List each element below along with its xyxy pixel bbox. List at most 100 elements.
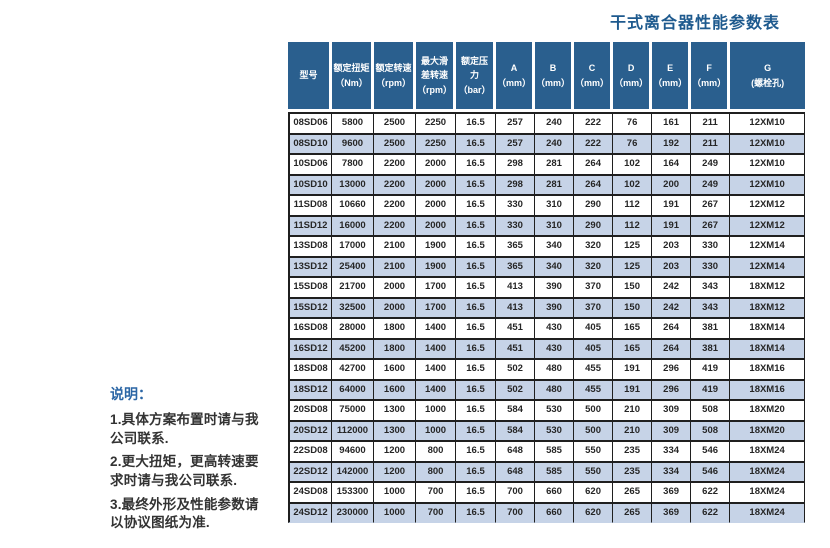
table-row: 15SD12 32500 2000 1700 16.5 413 390 370 150 242 34… xyxy=(288,298,806,319)
table-row: 18SD12 64000 1600 1400 16.5 502 480 455 191 296 41… xyxy=(288,380,806,401)
table-cell: 18XM20 xyxy=(730,401,806,422)
table-cell: 203 xyxy=(652,237,692,258)
table-cell: 191 xyxy=(652,216,692,237)
table-cell: 16SD08 xyxy=(288,319,332,340)
table-row: 22SD08 94600 1200 800 16.5 648 585 550 235 334 546… xyxy=(288,442,806,463)
note-item: 2.更大扭矩，更高转速要求时请与我公司联系. xyxy=(110,454,259,488)
note-item: 1.具体方案布置时请与我公司联系. xyxy=(110,412,259,446)
table-cell: 240 xyxy=(535,134,575,155)
table-cell: 42700 xyxy=(332,360,374,381)
table-cell: 1900 xyxy=(416,257,457,278)
table-cell: 125 xyxy=(613,257,653,278)
table-cell: 648 xyxy=(496,462,536,483)
table-cell: 700 xyxy=(416,503,457,523)
table-cell: 550 xyxy=(574,442,614,463)
table-cell: 1600 xyxy=(374,360,416,381)
table-cell: 16.5 xyxy=(456,483,497,504)
table-cell: 267 xyxy=(691,196,731,217)
table-cell: 7800 xyxy=(332,155,374,176)
table-cell: 480 xyxy=(535,360,575,381)
table-cell: 2200 xyxy=(374,155,416,176)
table-cell: 413 xyxy=(496,298,536,319)
table-cell: 1400 xyxy=(416,380,457,401)
table-cell: 191 xyxy=(613,360,653,381)
table-row: 22SD12 142000 1200 800 16.5 648 585 550 235 334 54… xyxy=(288,462,806,483)
table-cell: 16.5 xyxy=(456,196,497,217)
table-cell: 1200 xyxy=(374,462,416,483)
table-cell: 370 xyxy=(574,298,614,319)
table-cell: 1000 xyxy=(416,401,457,422)
table-cell: 381 xyxy=(691,319,731,340)
table-cell: 235 xyxy=(613,462,653,483)
table-cell: 330 xyxy=(496,216,536,237)
table-cell: 153300 xyxy=(332,483,374,504)
table-cell: 2500 xyxy=(374,112,416,135)
performance-table: 型号 额定扭矩 （Nm） 额定转速 （rpm） 最大滑 差转速 （rpm） 额定压力 （… xyxy=(288,42,806,523)
table-cell: 1000 xyxy=(374,503,416,523)
table-cell: 1700 xyxy=(416,298,457,319)
table-cell: 16.5 xyxy=(456,278,497,299)
table-cell: 585 xyxy=(535,442,575,463)
table-cell: 191 xyxy=(652,196,692,217)
table-cell: 5800 xyxy=(332,112,374,135)
table-cell: 330 xyxy=(496,196,536,217)
page-title: 干式离合器性能参数表 xyxy=(609,15,780,32)
notes-list: 1.具体方案布置时请与我公司联系. 2.更大扭矩，更高转速要求时请与我公司联系. 3… xyxy=(110,411,266,533)
table-cell: 211 xyxy=(691,112,731,135)
table-cell: 390 xyxy=(535,298,575,319)
table-cell: 310 xyxy=(535,216,575,237)
table-cell: 165 xyxy=(613,339,653,360)
table-cell: 211 xyxy=(691,134,731,155)
table-cell: 12XM10 xyxy=(730,175,806,196)
table-cell: 1400 xyxy=(416,339,457,360)
table-cell: 264 xyxy=(574,155,614,176)
table-cell: 413 xyxy=(496,278,536,299)
table-cell: 2100 xyxy=(374,237,416,258)
table-cell: 265 xyxy=(613,503,653,523)
column-header: 额定转速 （rpm） xyxy=(374,42,416,112)
table-cell: 530 xyxy=(535,401,575,422)
table-cell: 13000 xyxy=(332,175,374,196)
table-cell: 430 xyxy=(535,339,575,360)
table-cell: 508 xyxy=(691,401,731,422)
table-cell: 12XM10 xyxy=(730,112,806,135)
table-cell: 10SD10 xyxy=(288,175,332,196)
table-cell: 210 xyxy=(613,401,653,422)
table-cell: 102 xyxy=(613,175,653,196)
table-cell: 18XM16 xyxy=(730,380,806,401)
table-cell: 45200 xyxy=(332,339,374,360)
table-cell: 502 xyxy=(496,360,536,381)
table-cell: 1000 xyxy=(374,483,416,504)
table-cell: 343 xyxy=(691,298,731,319)
table-cell: 24SD12 xyxy=(288,503,332,523)
table-cell: 1400 xyxy=(416,360,457,381)
table-cell: 334 xyxy=(652,442,692,463)
table-cell: 2000 xyxy=(416,155,457,176)
table-cell: 281 xyxy=(535,155,575,176)
table-cell: 584 xyxy=(496,401,536,422)
table-cell: 264 xyxy=(652,339,692,360)
table-row: 08SD06 5800 2500 2250 16.5 257 240 222 76 161 211 1… xyxy=(288,112,806,135)
table-cell: 18XM24 xyxy=(730,462,806,483)
table-cell: 11SD12 xyxy=(288,216,332,237)
table-cell: 08SD10 xyxy=(288,134,332,155)
table-cell: 64000 xyxy=(332,380,374,401)
table-cell: 164 xyxy=(652,155,692,176)
table-cell: 22SD08 xyxy=(288,442,332,463)
table-cell: 16.5 xyxy=(456,360,497,381)
column-header: 型号 xyxy=(288,42,332,112)
table-cell: 2200 xyxy=(374,175,416,196)
table-row: 08SD10 9600 2500 2250 16.5 257 240 222 76 192 211 1… xyxy=(288,134,806,155)
table-cell: 585 xyxy=(535,462,575,483)
table-cell: 16.5 xyxy=(456,421,497,442)
table-cell: 455 xyxy=(574,360,614,381)
table-cell: 369 xyxy=(652,483,692,504)
table-cell: 365 xyxy=(496,237,536,258)
table-cell: 235 xyxy=(613,442,653,463)
table-cell: 12XM12 xyxy=(730,216,806,237)
table-cell: 75000 xyxy=(332,401,374,422)
table-cell: 12XM10 xyxy=(730,134,806,155)
table-row: 16SD08 28000 1800 1400 16.5 451 430 405 165 264 38… xyxy=(288,319,806,340)
table-cell: 9600 xyxy=(332,134,374,155)
